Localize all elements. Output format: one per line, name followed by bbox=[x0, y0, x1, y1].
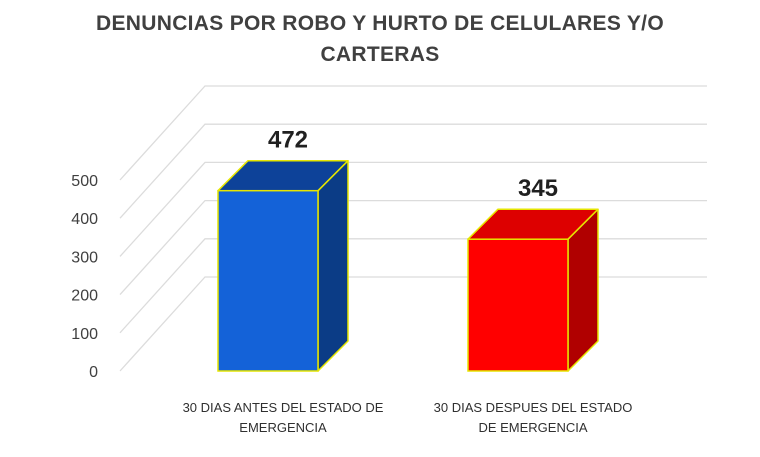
y-tick-label-1: 100 bbox=[71, 326, 98, 343]
gridline-1 bbox=[119, 238, 707, 334]
chart-title-line-2: CARTERAS bbox=[320, 43, 440, 66]
chart-title: DENUNCIAS POR ROBO Y HURTO DE CELULARES … bbox=[0, 8, 760, 70]
data-label-2: 345 bbox=[518, 175, 558, 202]
bar-2 bbox=[467, 238, 569, 372]
y-tick-label-5: 500 bbox=[71, 173, 98, 190]
chart-title-line-1: DENUNCIAS POR ROBO Y HURTO DE CELULARES … bbox=[96, 12, 664, 35]
bar-1-side bbox=[317, 159, 349, 372]
y-tick-label-3: 300 bbox=[71, 249, 98, 266]
bar-1 bbox=[217, 189, 319, 372]
gridline-3 bbox=[119, 161, 707, 257]
gridline-5 bbox=[119, 85, 707, 181]
y-tick-label-4: 400 bbox=[71, 211, 98, 228]
y-tick-label-0: 0 bbox=[89, 364, 98, 381]
x-category-label-1-line-2: EMERGENCIA bbox=[239, 420, 327, 435]
gridline-0 bbox=[119, 276, 707, 372]
x-category-label-2-line-1: 30 DIAS DESPUES DEL ESTADO bbox=[434, 400, 633, 415]
gridline-2 bbox=[119, 199, 707, 296]
x-category-label-1-line-1: 30 DIAS ANTES DEL ESTADO DE bbox=[183, 400, 384, 415]
x-category-label-2-line-2: DE EMERGENCIA bbox=[478, 420, 587, 435]
gridline-4 bbox=[119, 123, 707, 219]
y-tick-label-2: 200 bbox=[71, 288, 98, 305]
data-label-1: 472 bbox=[268, 127, 308, 154]
